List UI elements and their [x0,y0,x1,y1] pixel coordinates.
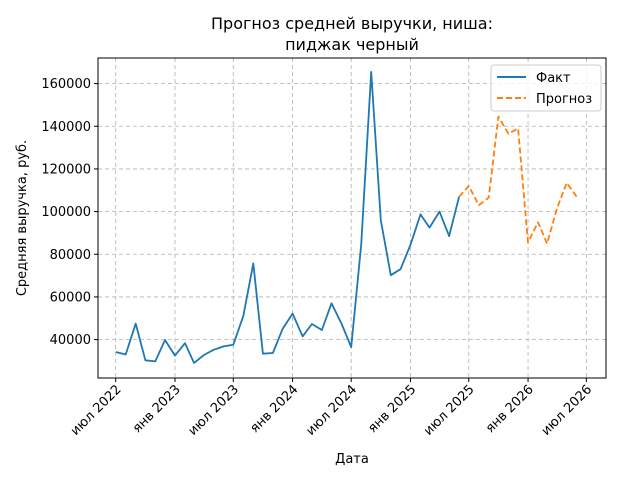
y-tick-label: 100000 [41,205,91,220]
y-axis-ticks: 40000 60000 80000 100000 120000 140000 160000 [41,77,98,348]
chart-title-line-2: пиджак черный [285,35,419,54]
y-tick-label: 80000 [50,248,91,263]
legend-label-forecast: Прогноз [536,92,592,107]
series-lines [115,71,578,364]
y-axis-label: Средняя выручка, руб. [15,140,30,296]
legend-label-fact: Факт [536,71,571,86]
x-axis-label: Дата [335,452,369,467]
y-tick-label: 40000 [50,333,91,348]
y-tick-label: 60000 [50,290,91,305]
series-line-forecast [458,115,578,245]
y-tick-label: 160000 [41,77,91,92]
y-tick-label: 120000 [41,162,91,177]
y-tick-label: 140000 [41,120,91,135]
chart-title-line-1: Прогноз средней выручки, ниша: [211,14,493,33]
legend: Факт Прогноз [490,64,602,112]
series-line-fact [115,71,460,364]
plot-area-frame [97,57,607,379]
